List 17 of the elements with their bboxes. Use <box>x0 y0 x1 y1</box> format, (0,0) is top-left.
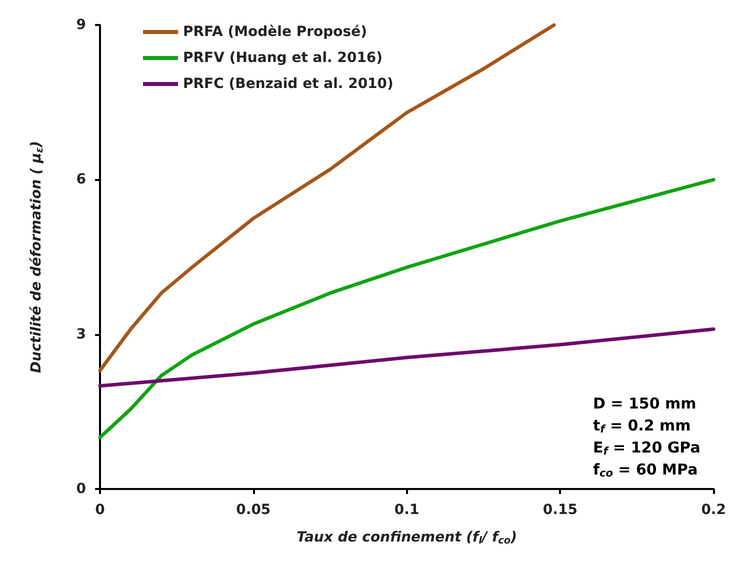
y-tick-label: 9 <box>76 17 86 33</box>
legend-label: PRFA (Modèle Proposé) <box>183 24 367 40</box>
y-tick-label: 0 <box>76 481 86 497</box>
legend-label: PRFV (Huang et al. 2016) <box>183 50 383 66</box>
y-tick-label: 3 <box>76 326 86 342</box>
y-axis-title: Ductilité de déformation ( με) <box>28 141 46 373</box>
x-tick-label: 0.05 <box>236 502 271 518</box>
x-tick-label: 0 <box>95 502 106 518</box>
annotation: D = 150 mm <box>593 394 696 412</box>
x-tick-label: 0.1 <box>394 502 420 518</box>
line-series <box>98 327 716 388</box>
legend-label: PRFC (Benzaid et al. 2010) <box>183 76 394 92</box>
x-tick-label: 0.2 <box>701 502 726 518</box>
y-tick-label: 6 <box>76 172 86 188</box>
line-series <box>98 178 716 440</box>
line-series <box>98 23 556 372</box>
x-tick-label: 0.15 <box>542 502 578 518</box>
